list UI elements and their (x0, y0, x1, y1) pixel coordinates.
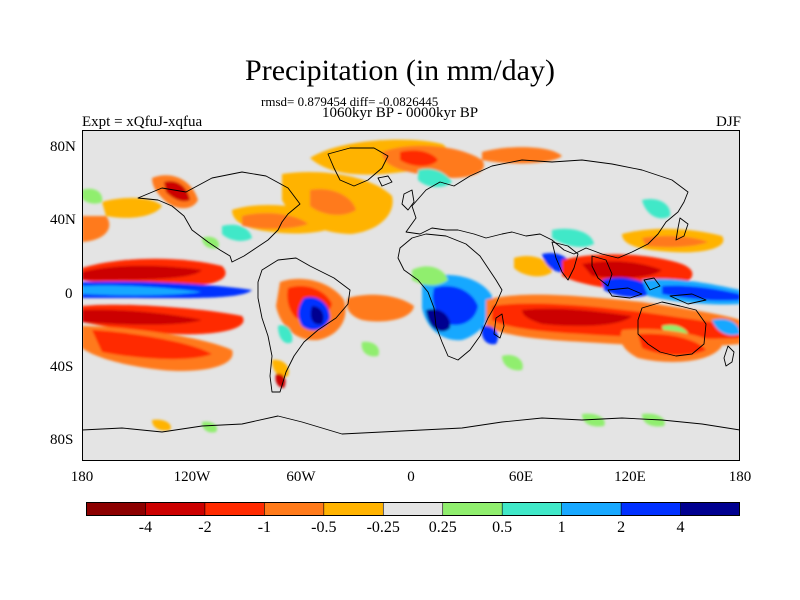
colorbar-label: 0.5 (492, 519, 513, 536)
europe-asia-coast (405, 159, 689, 259)
lat-label-40n: 40N (50, 212, 76, 228)
period-label: 1060kyr BP - 0000kyr BP (322, 105, 479, 121)
maritime-islands-coast (607, 277, 707, 305)
colorbar-swatch (501, 502, 563, 516)
lat-label-40s: 40S (50, 359, 74, 375)
new-zealand-coast (723, 345, 735, 367)
iceland-coast (377, 175, 393, 187)
colorbar-swatch (442, 502, 503, 516)
antarctica-coast (82, 415, 740, 435)
colorbar-label: -1 (257, 519, 272, 536)
colorbar-label: 4 (676, 519, 685, 536)
colorbar-swatch (264, 502, 325, 516)
southeast-asia-coast (591, 255, 613, 287)
colorbar-label: 1 (557, 519, 566, 536)
anomaly-field (82, 139, 740, 433)
japan-coast (675, 217, 689, 241)
colorbar-label: -4 (138, 519, 153, 536)
lon-label-0: 0 (407, 469, 415, 485)
colorbar-label: 0.25 (428, 519, 457, 536)
lon-label-60e: 60E (508, 469, 534, 485)
lon-label-120w: 120W (173, 469, 211, 485)
africa-coast (397, 233, 503, 361)
colorbar-label: -0.25 (366, 519, 400, 536)
lon-label-180w: 180 (70, 469, 94, 485)
lat-label-80s: 80S (50, 432, 74, 448)
colorbar-swatch (382, 502, 444, 516)
precipitation-map (82, 130, 740, 461)
colorbar-swatch (323, 502, 384, 516)
map-frame (82, 130, 740, 461)
north-america-coast (137, 171, 301, 263)
stats-line: rmsd= 0.879454 diff= -0.0826445 (261, 94, 439, 109)
lon-label-120e: 120E (614, 469, 646, 485)
colorbar-label: -2 (198, 519, 212, 536)
season-label: DJF (715, 114, 741, 130)
colorbar-swatch (86, 502, 147, 516)
lon-label-60w: 60W (286, 469, 316, 485)
lat-label-80n: 80N (50, 139, 76, 155)
greenland-coast (327, 147, 389, 187)
australia-coast (637, 301, 707, 357)
colorbar-swatch (145, 502, 206, 516)
plot-title: Precipitation (in mm/day) (245, 54, 555, 87)
colorbar-swatch (680, 502, 740, 516)
madagascar-coast (493, 313, 505, 339)
colorbar-label: -0.5 (311, 519, 337, 536)
colorbar-swatch (620, 502, 682, 516)
india-coast (551, 241, 579, 281)
uk-coast (401, 189, 415, 211)
experiment-label: Expt = xQfuJ-xqfua (82, 114, 203, 130)
south-america-coast (257, 257, 351, 393)
coastlines (82, 147, 740, 435)
colorbar-swatch (204, 502, 265, 516)
colorbar-label: 2 (617, 519, 626, 536)
colorbar (86, 502, 740, 516)
lat-label-0: 0 (65, 286, 73, 302)
colorbar-swatch (561, 502, 622, 516)
lon-label-180e: 180 (728, 469, 752, 485)
